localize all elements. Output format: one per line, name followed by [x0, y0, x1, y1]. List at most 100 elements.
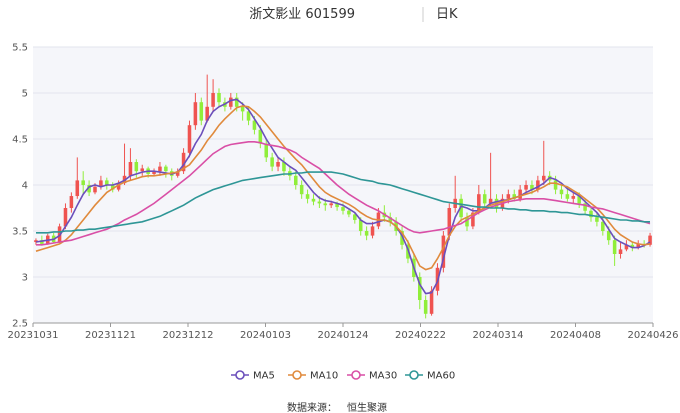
x-tick-label: 20231212: [163, 330, 214, 341]
candle-body: [99, 180, 103, 187]
candle: [565, 189, 570, 202]
candle-body: [530, 185, 534, 190]
candle: [618, 242, 623, 259]
candle-body: [364, 231, 369, 236]
candle: [175, 168, 180, 178]
candle-body: [512, 194, 517, 199]
candle-body: [553, 180, 558, 190]
candle-body: [128, 162, 133, 176]
legend-swatch-marker: [235, 370, 245, 380]
legend-item-ma10[interactable]: MA10: [288, 370, 338, 382]
candle-body: [211, 93, 215, 107]
candle-body: [565, 194, 570, 199]
x-tick-label: 20240408: [550, 330, 601, 341]
candle: [282, 157, 286, 176]
candle-body: [175, 171, 180, 176]
candle-body: [624, 244, 629, 250]
candle: [417, 272, 422, 310]
candle: [477, 185, 481, 215]
candle: [81, 171, 85, 195]
candle: [612, 235, 617, 266]
candle-body: [116, 183, 121, 190]
candle: [482, 189, 487, 208]
candle-body: [524, 185, 528, 190]
candle-body: [648, 235, 652, 245]
candle: [181, 148, 186, 174]
candle: [571, 192, 576, 204]
y-tick-label: 5.5: [12, 43, 28, 54]
candle: [595, 212, 599, 227]
candle-body: [134, 162, 139, 172]
candle: [311, 194, 316, 206]
candle: [276, 157, 280, 172]
x-axis: 20231031 20231121 20231212 20240103 20240124…: [8, 322, 678, 341]
candle-body: [110, 185, 115, 190]
candle-body: [152, 171, 156, 174]
candle-body: [583, 203, 587, 211]
candle: [353, 212, 357, 224]
x-tick-label: 20231031: [8, 330, 59, 341]
legend-label: MA10: [310, 371, 338, 382]
candle-body: [258, 129, 263, 144]
candle-body: [571, 196, 576, 199]
x-tick-label: 20240103: [240, 330, 291, 341]
legend-swatch-marker: [409, 370, 419, 380]
candle-body: [299, 185, 304, 195]
candle: [423, 295, 428, 319]
chart-title: 浙文影业 601599: [249, 7, 355, 22]
candle-body: [482, 194, 487, 204]
candle-body: [282, 162, 286, 172]
candle-body: [187, 125, 192, 153]
candle-body: [636, 243, 641, 248]
candle-body: [81, 180, 85, 185]
candle: [305, 189, 310, 204]
candle-body: [536, 180, 540, 190]
candle-body: [69, 196, 74, 208]
candle-body: [471, 212, 475, 227]
legend-item-ma60[interactable]: MA60: [405, 370, 455, 382]
x-tick-label: 20231121: [85, 330, 136, 341]
legend[interactable]: MA5 MA10 MA30 MA60: [231, 370, 455, 382]
candle-body: [488, 198, 493, 204]
candle-body: [459, 198, 463, 218]
candle-body: [164, 166, 168, 172]
legend-item-ma5[interactable]: MA5: [231, 370, 275, 382]
candle: [512, 189, 517, 202]
candle-body: [417, 277, 422, 300]
candle: [187, 120, 192, 158]
candle: [158, 162, 162, 176]
candle-body: [276, 162, 280, 167]
candle-body: [506, 194, 511, 199]
y-tick-label: 4: [22, 181, 28, 192]
legend-label: MA60: [427, 371, 455, 382]
candle-body: [429, 290, 434, 314]
legend-label: MA30: [369, 371, 397, 382]
ma60-line: [36, 171, 650, 234]
legend-item-ma30[interactable]: MA30: [347, 370, 397, 382]
candle: [465, 212, 469, 231]
candle-body: [329, 203, 333, 206]
candle: [63, 203, 68, 230]
legend-swatch-marker: [292, 370, 302, 380]
candle-body: [264, 143, 269, 158]
candle: [624, 240, 629, 252]
candle-body: [40, 240, 44, 244]
x-tick-label: 20240314: [473, 330, 524, 341]
candle-body: [193, 102, 198, 126]
candle-body: [400, 231, 404, 245]
candle-body: [465, 217, 469, 227]
candle: [441, 231, 446, 273]
candle-body: [347, 210, 351, 215]
candle-body: [305, 194, 310, 199]
candle: [217, 88, 221, 107]
candle-body: [518, 189, 522, 199]
y-axis: 2.5 3 3.5 4 4.5 5 5.5: [12, 43, 28, 330]
x-tick-label: 20240222: [395, 330, 446, 341]
candle-body: [606, 231, 611, 241]
candle: [110, 182, 115, 193]
candle: [459, 194, 463, 222]
candle-body: [293, 175, 298, 185]
candle: [211, 79, 215, 112]
chart-period: 日K: [436, 7, 458, 22]
candle: [630, 242, 635, 252]
